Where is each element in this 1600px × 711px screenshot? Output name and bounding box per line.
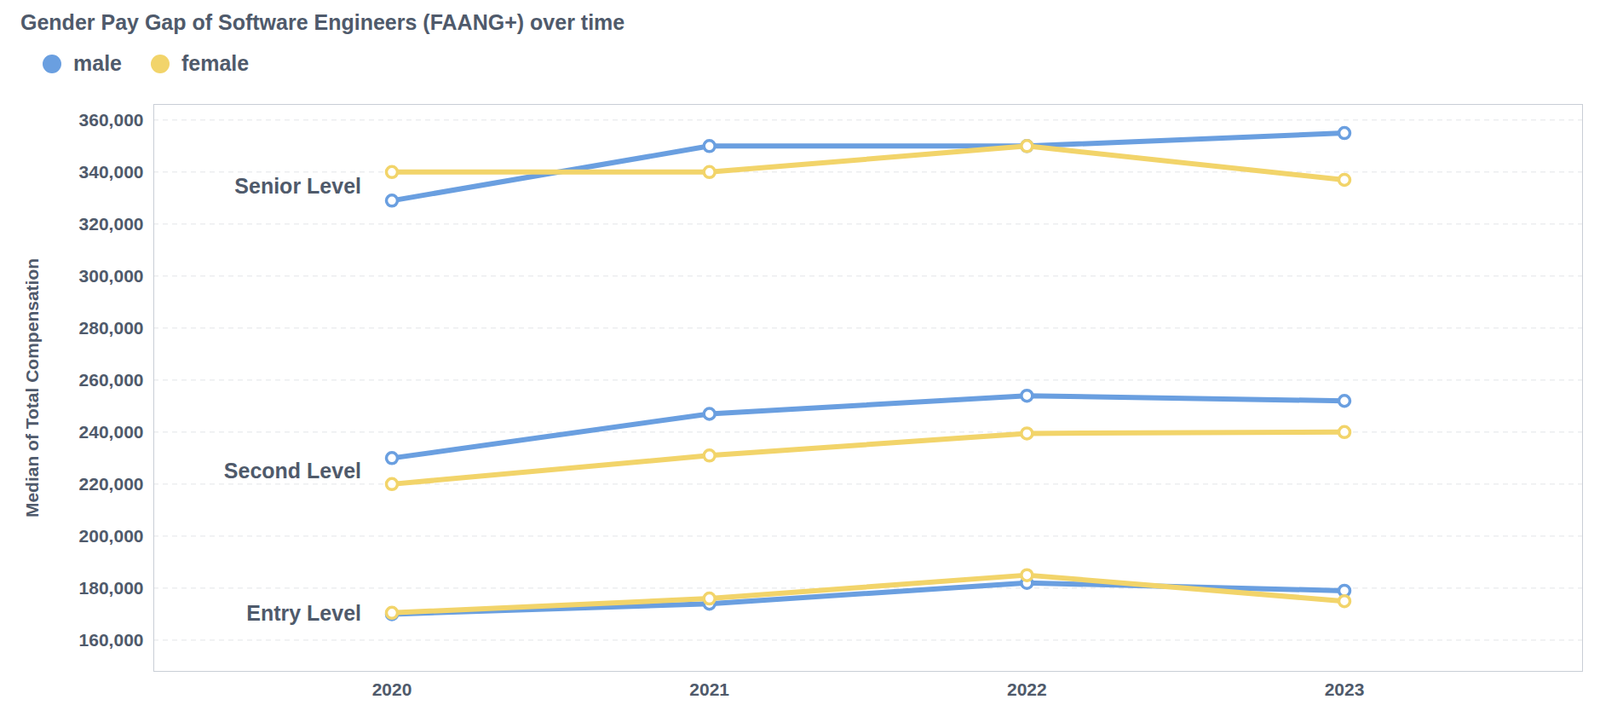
svg-text:300,000: 300,000 (79, 265, 144, 286)
svg-text:Second Level: Second Level (224, 458, 362, 483)
svg-text:160,000: 160,000 (79, 629, 144, 650)
svg-text:340,000: 340,000 (79, 161, 144, 182)
svg-text:240,000: 240,000 (79, 421, 144, 442)
svg-text:Median of Total Compensation: Median of Total Compensation (22, 258, 42, 518)
svg-text:220,000: 220,000 (79, 473, 144, 494)
svg-text:Entry Level: Entry Level (246, 600, 362, 625)
svg-text:2023: 2023 (1324, 679, 1365, 699)
svg-text:Senior Level: Senior Level (234, 173, 362, 198)
html-text:male: male (73, 51, 122, 75)
svg-text:360,000: 360,000 (79, 109, 144, 130)
svg-text:2021: 2021 (689, 679, 730, 699)
svg-text:260,000: 260,000 (79, 369, 144, 390)
svg-text:2020: 2020 (372, 679, 413, 699)
svg-text:180,000: 180,000 (79, 577, 144, 598)
svg-text:280,000: 280,000 (79, 317, 144, 338)
svg-text:320,000: 320,000 (79, 213, 144, 234)
html-text:female: female (181, 51, 249, 75)
html-text:Gender Pay Gap of Software Eng: Gender Pay Gap of Software Engineers (FA… (20, 10, 625, 35)
svg-text:2022: 2022 (1007, 679, 1048, 699)
svg-text:200,000: 200,000 (79, 525, 144, 546)
